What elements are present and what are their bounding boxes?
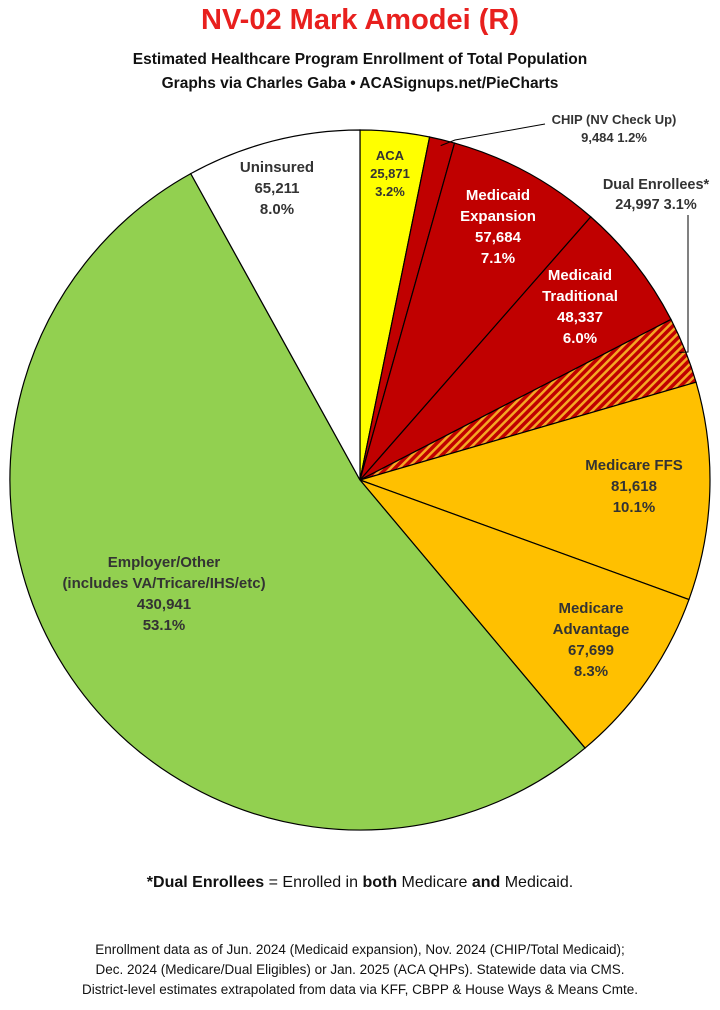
pie-slices (9, 129, 711, 831)
slice-label-medicare-advantage-line-3: 67,699 (568, 642, 614, 659)
slice-label-aca-line-3: 3.2% (375, 184, 405, 199)
footnote-term: *Dual Enrollees (146, 874, 265, 891)
slice-label-medicaid-expansion-line-4: 7.1% (481, 250, 515, 267)
pie-slice-employer-other-includes-va-tricare-ihs-etc (9, 172, 586, 831)
footnote-and: and (471, 874, 501, 891)
slice-label-aca-line-1: ACA (376, 148, 405, 163)
slice-label-chip-nv-check-up-line-2: 9,484 1.2% (581, 130, 647, 145)
slice-label-aca-line-2: 25,871 (370, 166, 410, 181)
slice-label-medicaid-expansion-line-2: Expansion (460, 208, 536, 225)
slice-label-medicare-advantage-line-1: Medicare (558, 600, 623, 617)
slice-label-dual-enrollees-line-1: Dual Enrollees* (603, 177, 710, 193)
slice-label-chip-nv-check-up-line-1: CHIP (NV Check Up) (552, 112, 677, 127)
pie-chart: ACA 25,871 3.2% CHIP (NV Check Up) 9,484 1.2… (9, 112, 711, 831)
slice-label-medicaid-expansion-line-1: Medicaid (466, 187, 530, 204)
source-note-3: District-level estimates extrapolated fr… (82, 982, 638, 997)
leader-lines (440, 123, 689, 353)
pie-slice-medicaid-expansion (359, 142, 592, 481)
slice-labels: ACA 25,871 3.2% CHIP (NV Check Up) 9,484 1.2… (62, 112, 709, 680)
slice-label-medicaid-expansion-line-3: 57,684 (475, 229, 522, 246)
pie-slice-medicaid-traditional (359, 216, 672, 481)
slice-label-medicare-ffs-line-1: Medicare FFS (585, 457, 683, 474)
slice-label-medicare-ffs-line-3: 10.1% (613, 499, 656, 516)
slice-label-uninsured-line-3: 8.0% (260, 201, 294, 218)
slice-label-medicaid-traditional-line-3: 48,337 (557, 309, 603, 326)
chart-subtitle: Estimated Healthcare Program Enrollment … (132, 51, 588, 68)
slice-label-medicaid-traditional-line-1: Medicaid (548, 267, 612, 284)
chart-title: NV-02 Mark Amodei (R) (201, 4, 519, 36)
pie-slice-uninsured (189, 129, 361, 481)
slice-label-uninsured-line-1: Uninsured (240, 159, 314, 176)
slice-label-medicare-advantage-line-2: Advantage (553, 621, 630, 638)
slice-label-employer-other-includes-va-tricare-ihs-etc-line-3: 430,941 (137, 596, 191, 613)
slice-label-medicare-ffs-line-2: 81,618 (611, 478, 657, 495)
footnote-both: both (362, 874, 398, 891)
slice-label-employer-other-includes-va-tricare-ihs-etc-line-1: Employer/Other (108, 554, 221, 571)
slice-label-dual-enrollees-line-2: 24,997 3.1% (615, 197, 697, 213)
footnote-text-3: Medicaid. (500, 874, 574, 891)
slice-label-employer-other-includes-va-tricare-ihs-etc-line-2: (includes VA/Tricare/IHS/etc) (62, 575, 265, 592)
source-note-1: Enrollment data as of Jun. 2024 (Medicai… (95, 942, 625, 957)
slice-label-medicaid-traditional-line-2: Traditional (542, 288, 618, 305)
slice-label-uninsured-line-2: 65,211 (254, 180, 299, 197)
dual-enrollees-footnote: *Dual Enrollees = Enrolled in both Medic… (0, 874, 720, 892)
leader-line-chip-nv-check-up (440, 123, 546, 147)
source-note-2: Dec. 2024 (Medicare/Dual Eligibles) or J… (95, 962, 625, 977)
slice-label-medicaid-traditional-line-4: 6.0% (563, 330, 597, 347)
slice-label-employer-other-includes-va-tricare-ihs-etc-line-4: 53.1% (143, 617, 186, 634)
footnote-text-2: Medicare (397, 874, 472, 891)
chart-credit: Graphs via Charles Gaba • ACASignups.net… (161, 75, 559, 92)
slice-label-medicare-advantage-line-4: 8.3% (574, 663, 608, 680)
leader-line-dual-enrollees (679, 215, 689, 353)
footnote-text-1: = Enrolled in (264, 874, 363, 891)
pie-slice-medicare-ffs (358, 381, 711, 601)
pie-slice-medicare-advantage (358, 478, 690, 749)
